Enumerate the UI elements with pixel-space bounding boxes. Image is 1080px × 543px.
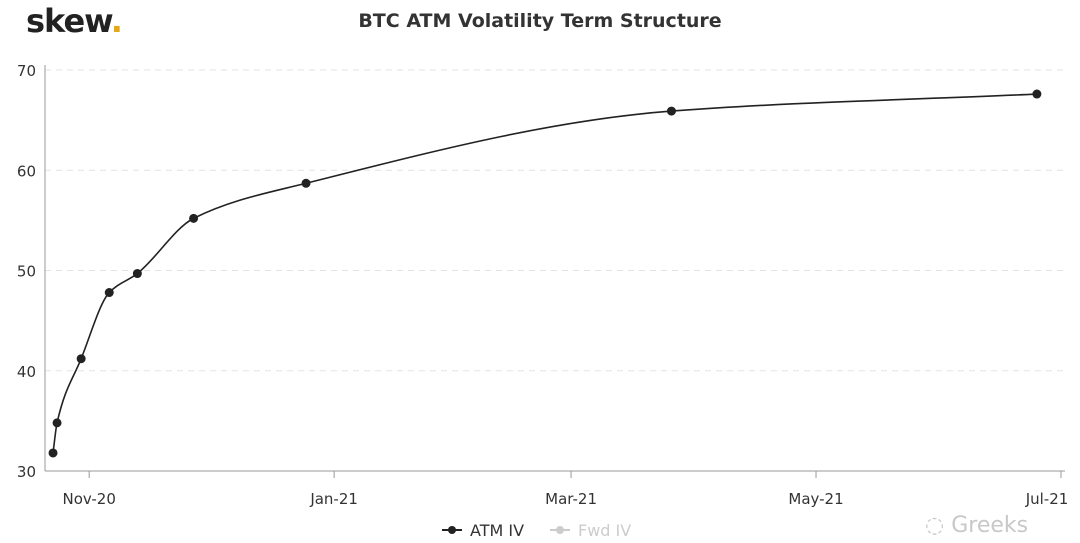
data-point-atm-iv xyxy=(76,354,86,364)
skew-logo: skew. xyxy=(26,2,123,40)
y-tick-label: 50 xyxy=(17,263,36,281)
x-tick-label: Mar-21 xyxy=(545,490,597,508)
data-point-atm-iv xyxy=(104,288,114,298)
data-point-atm-iv xyxy=(132,269,142,279)
data-point-atm-iv xyxy=(301,178,311,188)
data-point-atm-iv xyxy=(1032,89,1042,99)
x-tick-label: Jan-21 xyxy=(309,490,358,508)
y-tick-label: 40 xyxy=(17,363,36,381)
series-line-atm-iv xyxy=(52,93,1037,454)
data-point-atm-iv xyxy=(52,418,62,428)
data-point-atm-iv xyxy=(189,213,199,223)
legend-marker-icon xyxy=(556,526,564,534)
y-tick-label: 60 xyxy=(17,162,36,180)
chart-title: BTC ATM Volatility Term Structure xyxy=(358,10,722,32)
legend-label: Fwd IV xyxy=(578,521,631,540)
legend-marker-icon xyxy=(448,526,456,534)
data-point-atm-iv xyxy=(666,106,676,116)
data-point-atm-iv xyxy=(48,448,58,458)
legend-item-fwd-iv[interactable]: Fwd IV xyxy=(550,521,631,540)
x-tick-label: May-21 xyxy=(788,490,843,508)
y-tick-label: 30 xyxy=(17,463,36,481)
legend-item-atm-iv[interactable]: ATM IV xyxy=(442,521,524,540)
watermark: ◌ Greeks xyxy=(925,513,1029,538)
x-tick-label: Nov-20 xyxy=(62,490,115,508)
y-tick-label: 70 xyxy=(17,62,36,80)
x-tick-label: Jul-21 xyxy=(1025,490,1069,508)
legend-label: ATM IV xyxy=(470,521,524,540)
